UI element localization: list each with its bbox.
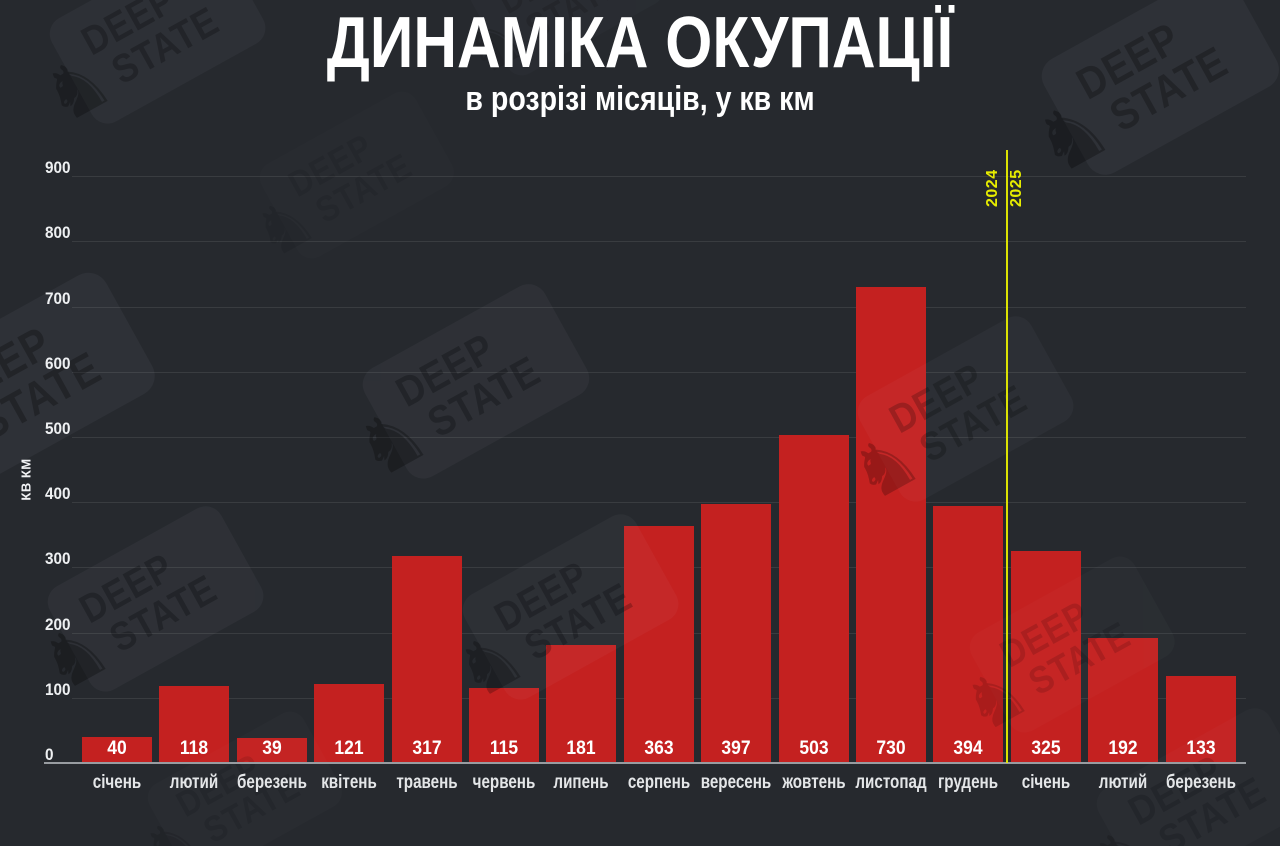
gridline-900 [72, 176, 1246, 178]
bar-4-травень [391, 556, 462, 763]
gridline-600 [72, 371, 1246, 373]
gridline-700 [72, 306, 1246, 308]
gridline-500 [72, 437, 1246, 438]
bar-3-квітень [314, 684, 385, 763]
bar-11-грудень [933, 506, 1004, 763]
bar-2-березень [236, 737, 307, 763]
bar-5-червень [469, 688, 539, 763]
bar-10-листопад [856, 287, 926, 763]
bar-13-лютий [1088, 637, 1159, 763]
bar-1-лютий [159, 686, 230, 763]
gridline-400 [72, 502, 1246, 504]
gridline-800 [72, 241, 1246, 243]
bar-12-січень [1010, 551, 1081, 763]
bar-7-серпень [623, 526, 694, 763]
bar-0-січень [82, 736, 152, 763]
bar-14-березень [1165, 676, 1236, 763]
bar-9-жовтень [778, 435, 849, 763]
bar-6-липень [546, 644, 617, 763]
bar-8-вересень [701, 504, 772, 763]
